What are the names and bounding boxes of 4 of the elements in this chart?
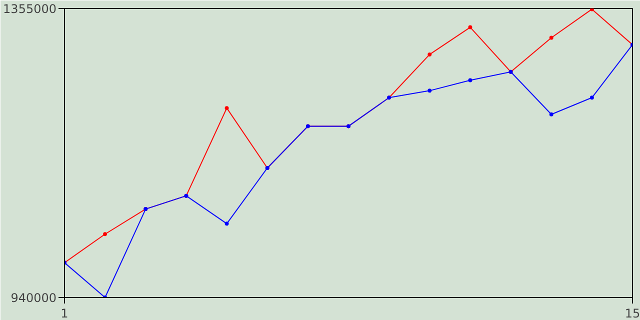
y-tick-label: 940000: [10, 291, 57, 305]
x-tick-label: 1: [60, 306, 68, 320]
x-tick-label: 15: [624, 306, 640, 320]
y-tick-label: 1355000: [3, 2, 57, 16]
